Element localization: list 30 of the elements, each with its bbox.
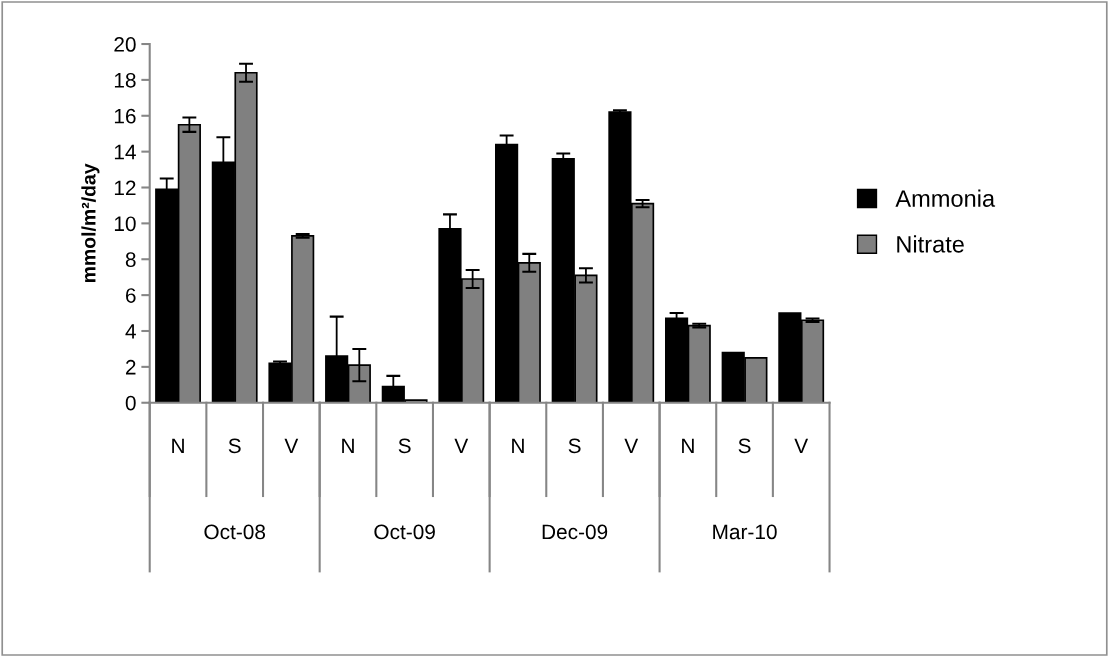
legend-label: Ammonia	[895, 189, 996, 207]
text: Mar-10	[713, 524, 777, 540]
y-tick-label: 2	[125, 359, 136, 375]
x-tick-label: S	[568, 438, 581, 454]
y-tick-label: 20	[114, 37, 136, 52]
x-tick-label: N	[172, 438, 184, 453]
x-tick-label: N	[512, 438, 524, 453]
x-tick-label: S	[398, 438, 411, 454]
text: Oct-09	[374, 524, 435, 540]
y-tick-label: 10	[114, 216, 136, 232]
y-tick-label: 6	[125, 288, 136, 303]
y-tick-label: 16	[114, 108, 136, 124]
x-tick-label: S	[228, 438, 241, 454]
y-tick-label: 12	[114, 180, 136, 196]
y-axis-title: mmol/m²/day	[81, 163, 100, 283]
x-tick-label: V	[284, 438, 299, 453]
y-tick-label: 18	[114, 72, 136, 88]
text: Oct-08	[204, 524, 266, 540]
x-tick-label: S	[738, 438, 751, 454]
y-tick-label: 8	[125, 252, 136, 268]
x-tick-label: V	[624, 438, 639, 453]
x-tick-label: N	[342, 438, 354, 453]
x-tick-label: V	[454, 438, 469, 453]
x-tick-label: N	[682, 438, 694, 453]
x-tick-label: V	[794, 438, 809, 453]
y-tick-label: 14	[114, 144, 136, 160]
y-tick-label: 0	[125, 395, 136, 411]
y-tick-label: 4	[125, 324, 136, 339]
text: Dec-09	[542, 524, 608, 540]
legend-label: Nitrate	[897, 235, 964, 253]
